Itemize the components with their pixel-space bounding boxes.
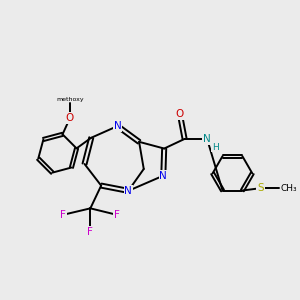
- Text: F: F: [114, 210, 120, 220]
- Text: S: S: [257, 183, 264, 193]
- Text: O: O: [66, 113, 74, 123]
- Text: F: F: [87, 227, 93, 237]
- Text: N: N: [159, 171, 167, 181]
- Text: N: N: [203, 134, 211, 144]
- Text: F: F: [60, 210, 66, 220]
- Text: N: N: [114, 121, 122, 131]
- Text: CH₃: CH₃: [280, 184, 297, 193]
- Text: N: N: [124, 186, 132, 196]
- Text: O: O: [176, 110, 184, 119]
- Text: H: H: [212, 142, 219, 152]
- Text: methoxy: methoxy: [56, 97, 84, 102]
